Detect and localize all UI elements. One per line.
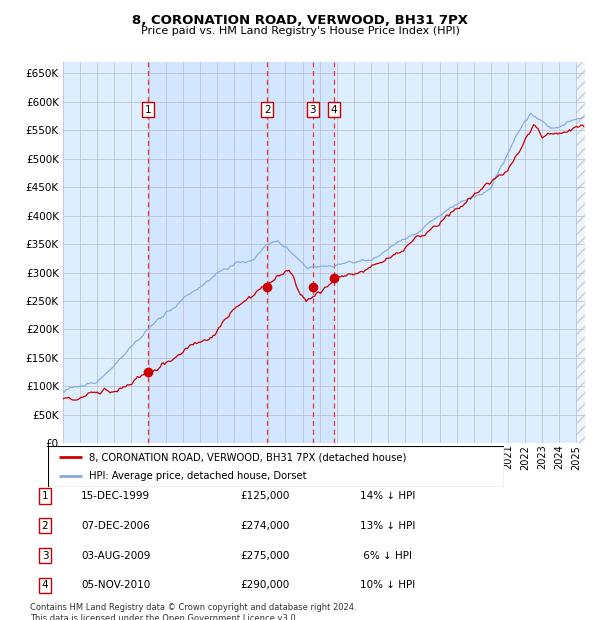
Text: Price paid vs. HM Land Registry's House Price Index (HPI): Price paid vs. HM Land Registry's House …: [140, 26, 460, 36]
Text: 15-DEC-1999: 15-DEC-1999: [81, 491, 150, 501]
Text: 05-NOV-2010: 05-NOV-2010: [81, 580, 150, 590]
Text: HPI: Average price, detached house, Dorset: HPI: Average price, detached house, Dors…: [89, 471, 307, 481]
Text: 10% ↓ HPI: 10% ↓ HPI: [360, 580, 415, 590]
Text: 1: 1: [145, 105, 151, 115]
Text: 14% ↓ HPI: 14% ↓ HPI: [360, 491, 415, 501]
Text: 4: 4: [331, 105, 337, 115]
Text: £290,000: £290,000: [240, 580, 289, 590]
Text: 3: 3: [310, 105, 316, 115]
Text: 4: 4: [41, 580, 49, 590]
Text: £125,000: £125,000: [240, 491, 289, 501]
FancyBboxPatch shape: [48, 446, 504, 487]
Text: 8, CORONATION ROAD, VERWOOD, BH31 7PX: 8, CORONATION ROAD, VERWOOD, BH31 7PX: [132, 14, 468, 27]
Bar: [148, 62, 334, 443]
Text: £274,000: £274,000: [240, 521, 289, 531]
Text: 8, CORONATION ROAD, VERWOOD, BH31 7PX (detached house): 8, CORONATION ROAD, VERWOOD, BH31 7PX (d…: [89, 452, 406, 463]
Text: £275,000: £275,000: [240, 551, 289, 560]
Text: 3: 3: [41, 551, 49, 560]
Text: 1: 1: [41, 491, 49, 501]
Text: 2: 2: [264, 105, 271, 115]
Text: 13% ↓ HPI: 13% ↓ HPI: [360, 521, 415, 531]
Text: This data is licensed under the Open Government Licence v3.0.: This data is licensed under the Open Gov…: [30, 614, 298, 620]
Text: 2: 2: [41, 521, 49, 531]
Text: Contains HM Land Registry data © Crown copyright and database right 2024.: Contains HM Land Registry data © Crown c…: [30, 603, 356, 613]
Text: 07-DEC-2006: 07-DEC-2006: [81, 521, 150, 531]
Text: 6% ↓ HPI: 6% ↓ HPI: [360, 551, 412, 560]
Text: 03-AUG-2009: 03-AUG-2009: [81, 551, 151, 560]
